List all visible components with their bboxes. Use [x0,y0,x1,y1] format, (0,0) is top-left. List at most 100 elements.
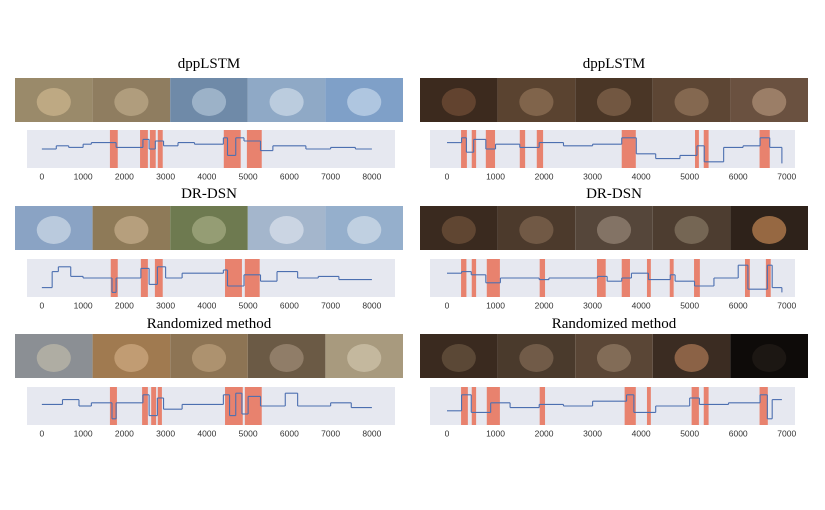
x-tick-label: 1000 [486,428,505,438]
highlight-span [110,259,118,297]
x-tick-label: 1000 [74,171,93,181]
highlight-span [157,387,162,425]
thumbnail-subject [114,216,149,244]
x-tick-label: 3000 [156,428,175,438]
x-tick-label: 7000 [321,300,340,310]
panel-title: dppLSTM [178,56,241,72]
highlight-span [142,387,148,425]
highlight-span [536,130,544,168]
highlight-span [703,387,709,425]
thumbnail-subject [269,88,304,116]
panel-title: dppLSTM [583,56,646,72]
x-tick-label: 3000 [583,428,602,438]
thumbnail-subject [36,216,71,244]
thumbnail-subject [347,216,382,244]
plot-background [27,259,395,297]
thumbnail-subject [36,344,71,372]
x-tick-label: 2000 [535,171,554,181]
highlight-span [691,387,699,425]
x-tick-label: 7000 [777,428,796,438]
x-tick-label: 2000 [535,428,554,438]
highlight-span [244,259,260,297]
highlight-span [539,259,546,297]
thumbnail-subject [674,216,709,244]
highlight-span [669,259,674,297]
x-tick-label: 3000 [583,171,602,181]
x-tick-label: 8000 [362,428,381,438]
highlight-span [486,259,500,297]
thumbnail-subject [752,88,787,116]
x-tick-label: 2000 [535,300,554,310]
x-tick-label: 6000 [280,171,299,181]
highlight-span [244,387,262,425]
plot-background [430,130,795,168]
panel-title: Randomized method [552,316,677,332]
thumbnail-subject [596,344,632,372]
x-tick-label: 0 [445,428,450,438]
x-tick-label: 6000 [729,171,748,181]
thumbnail-subject [191,216,227,244]
x-tick-label: 8000 [362,171,381,181]
highlight-span [461,387,468,425]
thumbnail-subject [596,88,632,116]
x-tick-label: 3000 [583,300,602,310]
panel-title: Randomized method [147,316,272,332]
x-tick-label: 0 [39,300,44,310]
x-tick-label: 1000 [486,171,505,181]
x-tick-label: 4000 [197,428,216,438]
x-tick-label: 3000 [156,300,175,310]
x-tick-label: 2000 [115,428,134,438]
highlight-span [646,387,651,425]
thumbnail-subject [441,216,476,244]
thumbnail-subject [347,344,382,372]
x-tick-label: 6000 [280,428,299,438]
x-tick-label: 4000 [632,171,651,181]
highlight-span [109,387,117,425]
x-tick-label: 5000 [680,428,699,438]
thumbnail-subject [191,344,227,372]
x-tick-label: 5000 [680,171,699,181]
highlight-span [223,130,241,168]
x-tick-label: 6000 [729,300,748,310]
x-tick-label: 2000 [115,300,134,310]
x-tick-label: 7000 [777,171,796,181]
highlight-span [246,130,262,168]
thumbnail-subject [441,344,476,372]
highlight-span [759,387,768,425]
x-tick-label: 4000 [632,300,651,310]
highlight-span [596,259,606,297]
highlight-span [624,387,636,425]
highlight-span [225,259,242,297]
highlight-span [471,259,477,297]
highlight-span [539,387,546,425]
thumbnail-subject [191,88,227,116]
thumbnail-subject [114,344,149,372]
thumbnail-subject [114,88,149,116]
plot-background [430,387,795,425]
panel-title: DR-DSN [586,186,642,202]
thumbnail-subject [752,344,787,372]
x-tick-label: 5000 [239,428,258,438]
highlight-span [703,130,709,168]
x-tick-label: 5000 [239,171,258,181]
thumbnail-subject [596,216,632,244]
x-tick-label: 0 [445,171,450,181]
plot-background [27,130,395,168]
thumbnail-subject [269,344,304,372]
highlight-span [621,130,636,168]
x-tick-label: 8000 [362,300,381,310]
x-tick-label: 7000 [321,428,340,438]
x-tick-label: 1000 [74,300,93,310]
highlight-span [471,387,477,425]
thumbnail-subject [269,216,304,244]
highlight-span [140,130,148,168]
x-tick-label: 6000 [280,300,299,310]
thumbnail-subject [519,88,554,116]
highlight-span [140,259,148,297]
x-tick-label: 6000 [729,428,748,438]
thumbnail-subject [674,344,709,372]
x-tick-label: 2000 [115,171,134,181]
panel-title: DR-DSN [181,186,237,202]
highlight-span [765,259,771,297]
